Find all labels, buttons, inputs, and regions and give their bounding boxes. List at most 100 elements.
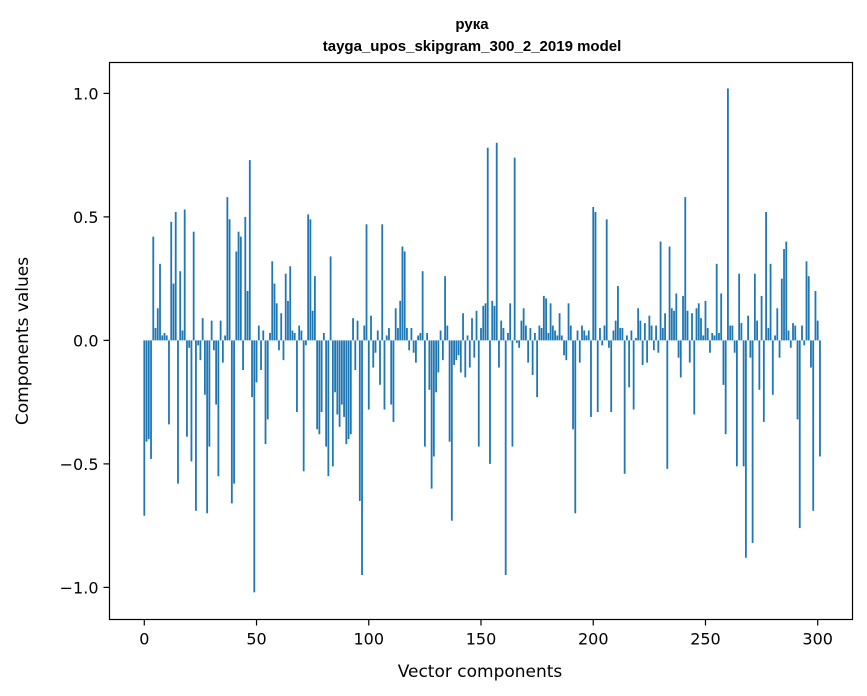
bar-128 xyxy=(430,340,433,489)
bar-64 xyxy=(287,300,289,341)
bar-283 xyxy=(778,340,781,358)
bar-118 xyxy=(408,340,411,351)
x-tick-label-0: 0 xyxy=(139,630,149,649)
bar-31 xyxy=(212,340,215,351)
bar-275 xyxy=(760,295,763,341)
bar-212 xyxy=(619,328,622,341)
bar-37 xyxy=(226,197,229,341)
x-tick-label-1: 50 xyxy=(246,630,266,649)
bar-289 xyxy=(792,323,794,341)
bar-216 xyxy=(628,340,631,388)
bar-244 xyxy=(691,313,693,341)
bar-223 xyxy=(643,323,646,341)
bar-51 xyxy=(257,325,260,341)
bar-13 xyxy=(172,283,175,341)
bar-3 xyxy=(150,340,152,459)
bar-184 xyxy=(556,335,559,341)
bar-97 xyxy=(361,340,363,576)
bar-14 xyxy=(174,211,177,341)
bar-173 xyxy=(531,340,534,375)
bar-214 xyxy=(623,340,626,474)
x-tick-label-5: 250 xyxy=(690,630,721,649)
bar-33 xyxy=(217,340,220,477)
bar-57 xyxy=(271,261,274,341)
chart-title: рука xyxy=(455,16,489,33)
bar-227 xyxy=(652,340,655,351)
bar-202 xyxy=(596,340,599,413)
bar-86 xyxy=(336,340,339,415)
bar-141 xyxy=(459,340,462,373)
bar-46 xyxy=(246,290,249,341)
bar-269 xyxy=(747,315,750,341)
bar-34 xyxy=(219,320,222,341)
bar-147 xyxy=(473,340,476,358)
bar-241 xyxy=(684,197,687,341)
y-axis-ticks: −1.0 −0.5 0.0 0.5 1.0 xyxy=(60,84,110,597)
y-tick-label-3: 0.5 xyxy=(73,208,98,227)
bar-94 xyxy=(354,340,357,371)
bar-156 xyxy=(493,305,496,341)
bar-39 xyxy=(230,340,233,504)
bar-21 xyxy=(190,340,193,462)
bar-11 xyxy=(168,340,170,425)
bar-91 xyxy=(347,340,350,440)
bar-207 xyxy=(608,340,610,348)
bar-166 xyxy=(516,340,518,343)
bar-36 xyxy=(224,335,226,341)
bar-111 xyxy=(392,340,395,422)
bar-273 xyxy=(756,320,758,341)
bar-132 xyxy=(439,330,442,341)
bar-75 xyxy=(311,310,314,341)
bar-162 xyxy=(507,332,509,341)
bar-7 xyxy=(159,263,161,341)
bar-32 xyxy=(215,340,218,405)
bar-204 xyxy=(601,340,604,346)
y-axis-label: Components values xyxy=(13,257,33,425)
bar-272 xyxy=(753,273,756,341)
bar-203 xyxy=(599,328,601,341)
bar-5 xyxy=(154,328,157,341)
bar-168 xyxy=(520,320,523,341)
bar-296 xyxy=(807,276,810,341)
bar-287 xyxy=(787,330,790,341)
bar-1 xyxy=(145,340,148,442)
bar-131 xyxy=(437,340,440,373)
bar-144 xyxy=(466,335,469,341)
bar-282 xyxy=(776,308,779,341)
bar-8 xyxy=(161,335,164,341)
bar-274 xyxy=(758,340,761,390)
bar-73 xyxy=(307,214,310,341)
bar-181 xyxy=(549,303,552,341)
bar-300 xyxy=(816,320,819,341)
bar-55 xyxy=(266,340,269,420)
bar-49 xyxy=(253,340,256,593)
bar-261 xyxy=(729,325,732,341)
bar-42 xyxy=(237,231,240,341)
bar-30 xyxy=(210,320,213,341)
bar-114 xyxy=(399,300,402,341)
y-tick-label-0: −1.0 xyxy=(60,578,99,597)
bar-239 xyxy=(679,340,682,378)
bar-232 xyxy=(664,313,666,341)
bar-69 xyxy=(298,325,301,341)
x-axis-label: Vector components xyxy=(398,662,563,682)
bar-70 xyxy=(300,330,303,341)
bar-43 xyxy=(239,236,242,341)
bar-175 xyxy=(536,340,539,398)
bar-230 xyxy=(659,241,662,341)
bar-127 xyxy=(428,340,431,390)
bar-25 xyxy=(199,340,202,361)
bar-28 xyxy=(206,340,209,514)
bar-88 xyxy=(340,340,343,405)
bar-139 xyxy=(455,340,458,361)
bar-17 xyxy=(181,330,184,341)
bar-101 xyxy=(370,315,372,341)
bar-293 xyxy=(801,325,803,341)
bar-235 xyxy=(670,308,673,341)
bar-41 xyxy=(235,251,238,341)
bar-38 xyxy=(228,219,231,341)
bar-185 xyxy=(558,313,561,341)
bar-56 xyxy=(269,332,271,341)
bar-177 xyxy=(540,328,543,341)
